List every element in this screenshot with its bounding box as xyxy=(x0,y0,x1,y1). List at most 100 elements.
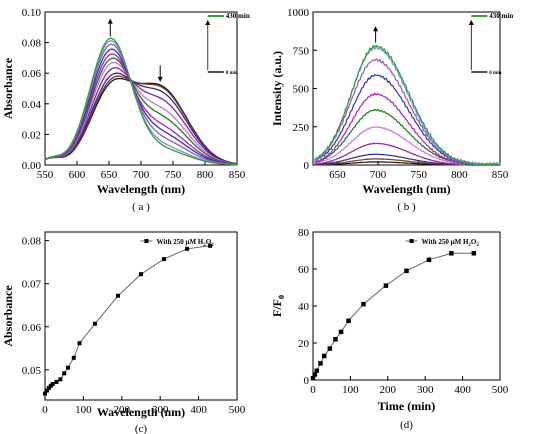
data-point xyxy=(338,329,344,335)
legend-label-part: O xyxy=(471,238,477,246)
y-tick-label: 0.07 xyxy=(22,279,42,291)
plot-frame xyxy=(44,231,238,401)
y-axis-label: Absorbance xyxy=(1,57,15,119)
panel-caption: ( b ) xyxy=(397,201,416,213)
spectrum-series-line xyxy=(44,37,237,166)
data-point xyxy=(346,318,351,324)
y-axis-label: Intensity (a.u.) xyxy=(270,51,284,126)
y-tick-label: 60 xyxy=(298,264,310,276)
data-point xyxy=(92,321,97,326)
data-point xyxy=(54,379,59,384)
legend-swatch-marker xyxy=(144,239,149,243)
peak-growth-arrowhead xyxy=(373,26,379,32)
data-point xyxy=(327,346,333,351)
panel-caption: (d) xyxy=(400,419,413,431)
y-tick-label: 0.06 xyxy=(22,68,42,80)
data-point xyxy=(471,251,477,256)
legend-time-arrowhead xyxy=(205,20,211,25)
emission-series-line xyxy=(314,45,501,167)
data-point xyxy=(71,355,76,360)
x-tick-label: 400 xyxy=(454,384,471,396)
y-tick-label: 750 xyxy=(293,45,310,57)
spectrum-series-line xyxy=(44,61,238,165)
data-line xyxy=(312,252,474,379)
data-point xyxy=(314,368,319,373)
data-point xyxy=(449,251,454,256)
x-tick-label: 300 xyxy=(417,384,434,396)
y-tick-label: 1000 xyxy=(287,7,310,19)
data-point xyxy=(62,371,67,376)
x-tick-label: 100 xyxy=(342,384,359,396)
data-point xyxy=(426,257,432,262)
panel-b-fluorescence-spectra: 650 700 750 800 850 0 250 500 750 1000 Wavelength … xyxy=(270,7,513,213)
x-tick-label: 750 xyxy=(165,169,182,181)
y-tick-label: 0.08 xyxy=(22,38,42,50)
data-point xyxy=(115,293,120,298)
legend-label-part: 2 xyxy=(468,243,471,248)
data-point xyxy=(361,301,366,307)
y-tick-label: 0 xyxy=(304,160,310,172)
x-tick-label: 500 xyxy=(492,384,509,396)
data-point xyxy=(383,283,389,288)
x-tick-label: 550 xyxy=(37,169,54,181)
data-point xyxy=(208,243,213,248)
emission-series-line xyxy=(314,108,501,166)
legend-time-arrowhead xyxy=(468,20,474,25)
data-line xyxy=(44,245,211,394)
data-point xyxy=(185,246,190,251)
legend-swatch-marker xyxy=(409,239,414,243)
x-tick-label: 800 xyxy=(197,169,214,181)
emission-series-line xyxy=(314,57,501,167)
x-tick-label: 650 xyxy=(329,169,346,181)
y-tick-label: 20 xyxy=(298,338,310,350)
panel-caption: (c) xyxy=(135,423,148,434)
emission-series-line xyxy=(314,44,500,167)
x-tick-label: 0 xyxy=(42,404,48,416)
x-tick-label: 600 xyxy=(69,169,86,181)
data-point xyxy=(404,268,409,274)
data-point xyxy=(333,337,338,342)
y-tick-label: 0.10 xyxy=(22,7,42,19)
rising-peak-arrowhead xyxy=(107,18,113,24)
y-tick-label: 40 xyxy=(298,301,310,313)
legend-label-part: 2 xyxy=(203,243,206,248)
legend-bottom-label: 0 min xyxy=(489,71,501,76)
y-tick-label: 0.08 xyxy=(22,236,42,248)
data-point xyxy=(312,372,318,377)
data-point xyxy=(46,385,51,390)
legend-label-part: 2 xyxy=(211,243,214,248)
x-tick-label: 300 xyxy=(152,404,169,416)
data-point xyxy=(66,365,71,370)
y-tick-label: 0.04 xyxy=(22,99,42,111)
data-point xyxy=(58,377,63,382)
data-point xyxy=(44,388,49,393)
legend-label: With 250 μM H2O2 xyxy=(422,238,480,248)
data-point xyxy=(318,361,323,366)
y-tick-label: 0 xyxy=(304,375,310,387)
legend-top-label: 430 min xyxy=(489,12,513,20)
legend-top-label: 430 min xyxy=(226,12,250,20)
y-axis-label-subscript: 0 xyxy=(277,295,286,299)
data-point xyxy=(310,375,316,381)
y-axis-label: F/F0 xyxy=(270,295,286,317)
y-axis-label: Absorbance xyxy=(1,285,15,347)
x-axis-label: Wavelength (nm) xyxy=(97,182,185,196)
x-tick-label: 700 xyxy=(370,169,387,181)
x-tick-label: 500 xyxy=(229,404,246,416)
panel-a-absorbance-spectra: 550 600 650 700 750 800 850 0.00 0.02 0.04 0.06 0.0… xyxy=(1,7,250,213)
x-tick-label: 750 xyxy=(410,169,427,181)
x-tick-label: 850 xyxy=(229,169,246,181)
x-axis-label: Wavelength (nm) xyxy=(362,182,450,196)
x-tick-label: 200 xyxy=(380,384,397,396)
x-tick-label: 200 xyxy=(114,404,131,416)
y-tick-label: 80 xyxy=(298,227,310,239)
data-point xyxy=(50,382,55,387)
panel-c-absorbance-kinetics: 0 100 200 300 400 500 0.05 0.06 0.07 0.08 Waveleng… xyxy=(1,231,246,434)
legend-label-part: O xyxy=(206,238,212,246)
falling-peak-arrowhead xyxy=(157,76,163,82)
x-tick-label: 800 xyxy=(451,169,468,181)
emission-series-line xyxy=(314,74,501,166)
legend-label-part: 2 xyxy=(476,243,479,248)
